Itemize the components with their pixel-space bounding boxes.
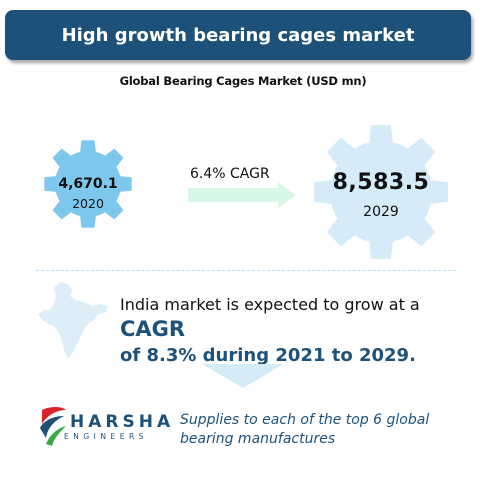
gear-icon [44,140,132,228]
gear-tooth [368,238,394,259]
gear-tooth [427,179,448,205]
gear-tooth [103,199,124,220]
logo-name: HARSHA [70,412,175,432]
gear-2020-year: 2020 [72,196,104,211]
india-cagr: CAGR [120,317,186,341]
divider [36,270,456,271]
header-banner: High growth bearing cages market [5,10,471,60]
banner-title: High growth bearing cages market [61,24,415,46]
triangle-down-icon [202,364,284,388]
arrow-right-icon [188,182,296,208]
gear-tooth [314,179,335,205]
gear-2020-value: 4,670.1 [58,176,118,192]
gear-tooth [79,214,97,228]
supplies-text: Supplies to each of the top 6 global bea… [180,412,430,447]
gear-tooth [368,125,394,146]
gear-tooth [44,175,58,193]
gear-tooth [79,140,97,154]
gear-2029-year: 2029 [363,204,399,220]
cagr-label: 6.4% CAGR [190,166,270,182]
gear-tooth [405,137,436,168]
gear-tooth [118,175,132,193]
gear-icon [314,125,448,259]
logo-subname: ENGINEERS [64,432,148,441]
gear-tooth [326,216,357,247]
india-text-prefix: India market is expected to grow at a [120,295,420,314]
gear-tooth [326,137,357,168]
gear-tooth [52,199,73,220]
india-map-icon [38,282,108,358]
chart-subtitle: Global Bearing Cages Market (USD mn) [119,74,367,88]
gear-tooth [405,216,436,247]
gear-tooth [52,148,73,169]
gear-2029-value: 8,583.5 [332,170,430,195]
india-statement: India market is expected to grow at a CA… [120,292,476,368]
india-rate: of 8.3% during 2021 to 2029. [120,345,416,366]
gear-tooth [103,148,124,169]
harsha-logo [40,407,66,446]
